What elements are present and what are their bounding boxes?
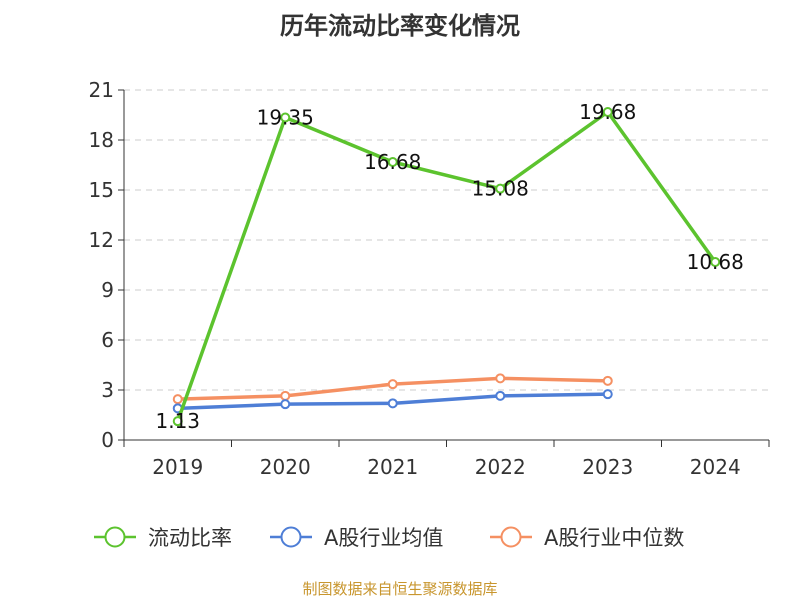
data-point <box>495 373 506 384</box>
legend-marker-icon <box>104 526 126 548</box>
data-point <box>280 390 291 401</box>
y-tick-label: 3 <box>101 378 114 402</box>
data-point <box>172 416 183 427</box>
data-label: 15.08 <box>472 177 529 201</box>
data-point <box>387 157 398 167</box>
series-line <box>176 110 717 422</box>
legend-marker-icon <box>500 526 522 548</box>
axis-layer: 0 3 6 9 12 15 18 21 2019 2020 2021 2022 2023 2024 <box>89 78 770 479</box>
x-tick-label: 2023 <box>582 455 633 479</box>
y-tick-label: 6 <box>101 328 114 352</box>
chart-title: 历年流动比率变化情况 <box>280 12 520 40</box>
data-point <box>602 375 613 386</box>
label-layer: 1.13 19.35 16.68 15.08 19.68 10.68 <box>155 100 743 433</box>
data-point <box>495 390 506 401</box>
grid-layer <box>124 89 769 391</box>
data-label: 1.13 <box>155 409 200 433</box>
legend: 流动比率 A股行业均值 A股行业中位数 <box>94 526 684 550</box>
legend-label: A股行业均值 <box>324 526 443 550</box>
x-tick-label: 2019 <box>152 455 203 479</box>
data-point <box>710 257 721 267</box>
data-label: 19.68 <box>579 100 636 124</box>
data-label: 19.35 <box>257 106 314 130</box>
legend-marker-icon <box>280 526 302 548</box>
x-tick-label: 2020 <box>260 455 311 479</box>
data-label: 10.68 <box>687 250 744 274</box>
data-point <box>495 183 506 194</box>
data-point <box>387 379 398 390</box>
x-tick-label: 2021 <box>367 455 418 479</box>
y-tick-label: 0 <box>101 428 114 452</box>
source-note: 制图数据来自恒生聚源数据库 <box>302 580 498 598</box>
data-point <box>387 398 398 409</box>
data-point <box>602 389 613 400</box>
x-tick-label: 2024 <box>690 455 741 479</box>
data-label: 16.68 <box>364 150 421 174</box>
y-tick-label: 18 <box>89 128 114 152</box>
data-point <box>172 394 183 405</box>
data-point <box>602 107 613 117</box>
data-point <box>280 112 291 123</box>
legend-label: A股行业中位数 <box>544 526 684 550</box>
x-tick-label: 2022 <box>475 455 526 479</box>
legend-label: 流动比率 <box>148 526 232 550</box>
data-point <box>280 399 291 410</box>
series-layer <box>172 107 721 427</box>
y-tick-label: 15 <box>89 178 114 202</box>
y-tick-label: 9 <box>101 278 114 302</box>
y-tick-label: 21 <box>89 78 114 102</box>
y-tick-label: 12 <box>89 228 114 252</box>
